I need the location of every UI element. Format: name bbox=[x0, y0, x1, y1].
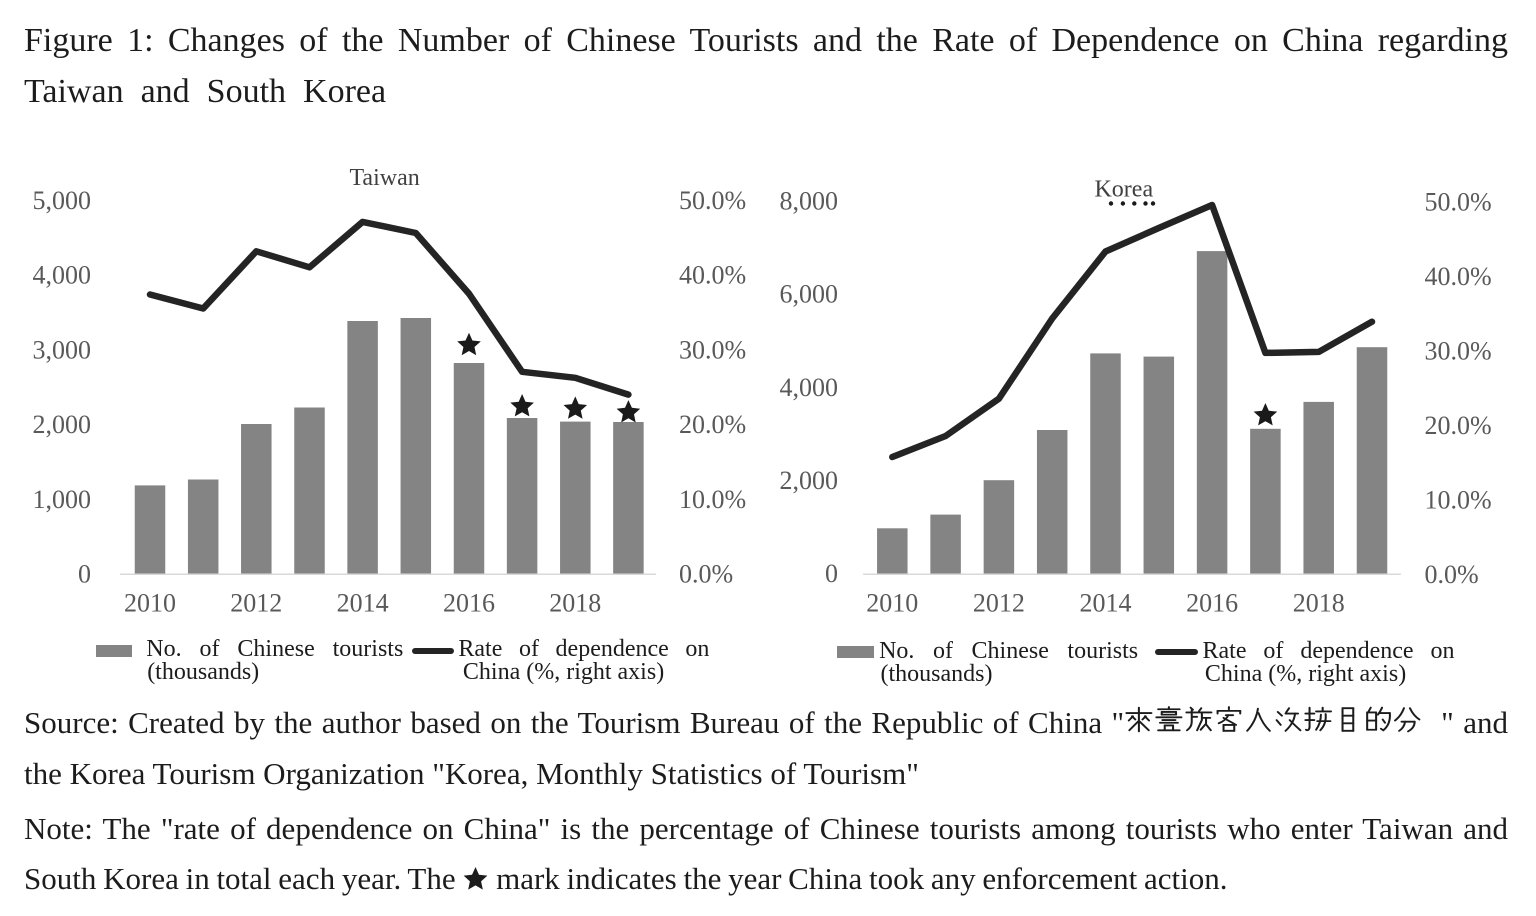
svg-text:2014: 2014 bbox=[337, 589, 389, 618]
svg-text:2010: 2010 bbox=[866, 589, 918, 618]
svg-text:50.0%: 50.0% bbox=[1425, 188, 1492, 217]
svg-text:Korea: Korea bbox=[1094, 177, 1153, 203]
svg-text:0: 0 bbox=[78, 560, 91, 589]
svg-text:2016: 2016 bbox=[443, 589, 495, 618]
svg-text:0.0%: 0.0% bbox=[679, 560, 733, 589]
svg-text:2012: 2012 bbox=[973, 589, 1025, 618]
svg-text:0: 0 bbox=[825, 559, 838, 588]
svg-text:2016: 2016 bbox=[1186, 589, 1238, 618]
svg-text:5,000: 5,000 bbox=[33, 186, 92, 215]
svg-text:10.0%: 10.0% bbox=[1425, 486, 1492, 515]
svg-text:1,000: 1,000 bbox=[33, 485, 92, 514]
svg-text:2010: 2010 bbox=[124, 589, 176, 618]
svg-text:2012: 2012 bbox=[230, 589, 282, 618]
svg-text:40.0%: 40.0% bbox=[679, 261, 746, 290]
svg-text:3,000: 3,000 bbox=[33, 335, 92, 364]
svg-text:20.0%: 20.0% bbox=[679, 410, 746, 439]
svg-text:2018: 2018 bbox=[549, 589, 601, 618]
svg-text:40.0%: 40.0% bbox=[1425, 262, 1492, 291]
svg-text:30.0%: 30.0% bbox=[679, 335, 746, 364]
svg-text:2018: 2018 bbox=[1293, 589, 1345, 618]
svg-text:8,000: 8,000 bbox=[780, 187, 839, 216]
svg-text:2,000: 2,000 bbox=[33, 410, 92, 439]
svg-text:2014: 2014 bbox=[1080, 589, 1132, 618]
svg-text:2,000: 2,000 bbox=[780, 466, 839, 495]
svg-text:50.0%: 50.0% bbox=[679, 186, 746, 215]
svg-text:Taiwan: Taiwan bbox=[349, 165, 419, 191]
svg-text:4,000: 4,000 bbox=[33, 261, 92, 290]
svg-text:0.0%: 0.0% bbox=[1425, 560, 1479, 589]
svg-text:20.0%: 20.0% bbox=[1425, 411, 1492, 440]
svg-text:4,000: 4,000 bbox=[780, 373, 839, 402]
svg-text:10.0%: 10.0% bbox=[679, 485, 746, 514]
svg-text:6,000: 6,000 bbox=[780, 280, 839, 309]
svg-text:30.0%: 30.0% bbox=[1425, 337, 1492, 366]
